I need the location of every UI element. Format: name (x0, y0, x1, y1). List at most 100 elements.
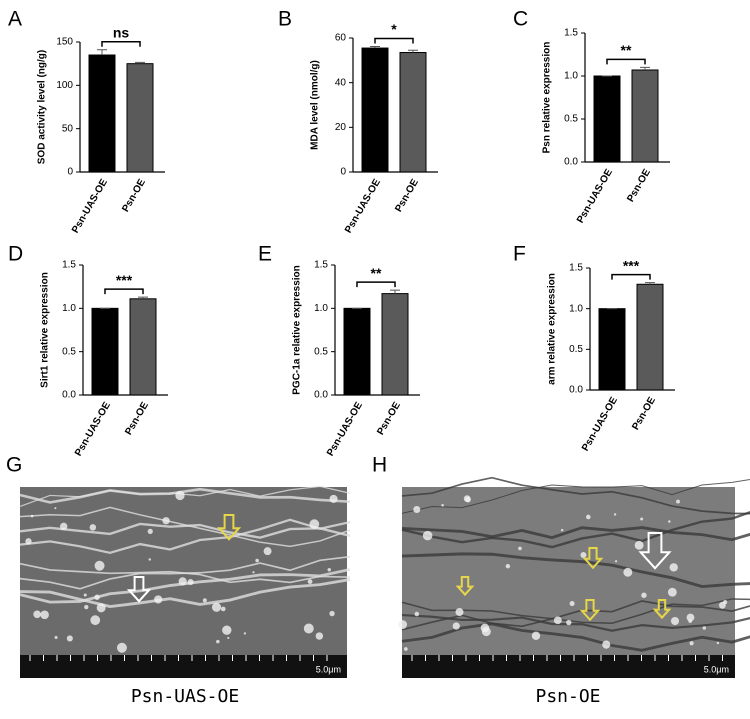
bar (381, 293, 409, 396)
vesicle (40, 610, 49, 620)
bar (91, 307, 119, 396)
y-tick-label: 0.0 (564, 157, 578, 168)
y-tick-label: 0 (340, 167, 346, 178)
panel-letter: G (6, 454, 22, 477)
panel-letter: B (278, 8, 292, 31)
y-axis-label: SOD activity level (ng/g) (37, 50, 48, 164)
vesicle (307, 579, 313, 585)
vesicle (404, 647, 408, 651)
y-tick-label: 1.0 (62, 303, 76, 314)
vesicle (211, 602, 222, 612)
significance-bracket (611, 273, 651, 280)
vesicle (623, 567, 633, 577)
arrow (582, 547, 604, 570)
vesicle (634, 540, 644, 550)
vesicle (315, 632, 324, 640)
x-tick-label: Psn-UAS-OE (580, 395, 620, 453)
error-bar (390, 289, 400, 294)
significance-label: * (391, 21, 397, 37)
vesicle (89, 524, 97, 531)
vesicle (531, 631, 541, 640)
vesicle (329, 494, 338, 503)
significance-label: ** (371, 265, 382, 281)
vesicle (667, 587, 677, 597)
arrow (638, 532, 672, 570)
vesicle (422, 530, 433, 541)
vesicle (613, 513, 617, 516)
error-bar (408, 49, 418, 53)
vesicle (688, 619, 693, 623)
vesicle (309, 519, 320, 530)
x-tick-label: Psn-UAS-OE (575, 167, 615, 225)
bar (361, 47, 389, 173)
y-tick-label: 0 (67, 167, 73, 178)
vesicle (670, 616, 680, 626)
vesicle (94, 560, 105, 571)
membrane (19, 578, 351, 608)
vesicle (452, 622, 460, 630)
bar (126, 63, 154, 173)
y-tick-label: 150 (56, 37, 73, 48)
significance-bracket (606, 58, 646, 65)
vesicle (54, 507, 57, 510)
vesicle (243, 632, 247, 635)
vesicle (66, 635, 73, 642)
x-tick-label: Psn-OE (123, 400, 151, 437)
vesicle (569, 601, 575, 607)
vesicle (94, 594, 100, 600)
y-tick-label: 100 (56, 80, 73, 91)
membrane (401, 622, 750, 652)
error-bar (645, 282, 655, 285)
panel-letter: A (8, 8, 22, 31)
vesicle (580, 551, 587, 558)
x-tick-label: Psn-OE (630, 395, 658, 432)
arrow (126, 576, 152, 603)
x-tick-label: Psn-OE (625, 167, 653, 204)
vesicle (60, 522, 68, 531)
y-tick-label: 50 (62, 123, 74, 134)
arrow (455, 576, 475, 597)
error-bar (370, 45, 380, 49)
panel-letter: F (513, 243, 526, 266)
arrow (579, 599, 601, 622)
vesicle (722, 600, 728, 605)
y-tick-label: 1.5 (564, 28, 578, 39)
error-bar (97, 49, 107, 55)
bar (631, 69, 659, 163)
micrograph-bg (402, 487, 735, 678)
y-axis-label: Sirt1 relative expression (40, 272, 51, 388)
bar (88, 54, 116, 173)
bar (343, 307, 371, 396)
vesicle (689, 641, 694, 646)
y-tick-label: 20 (335, 122, 347, 133)
error-bar (640, 66, 650, 70)
error-bar (135, 61, 145, 64)
vesicle (441, 503, 444, 507)
arrow (652, 599, 672, 620)
vesicle (560, 528, 564, 532)
y-axis-label: MDA level (nmol/g) (310, 60, 321, 150)
error-bar (138, 296, 148, 299)
vesicle (669, 563, 678, 572)
arrow (216, 514, 242, 541)
y-tick-label: 0.5 (62, 346, 76, 357)
vesicle (33, 610, 41, 619)
vesicle (327, 567, 332, 572)
micrograph: 5.0μm (19, 485, 351, 678)
vesicle (187, 579, 194, 586)
significance-bracket (374, 37, 414, 44)
y-tick-label: 0.5 (314, 346, 328, 357)
panel-letter: D (8, 243, 23, 266)
y-tick-label: 0.0 (314, 390, 328, 401)
y-tick-label: 1.5 (569, 263, 583, 274)
y-tick-label: 1.5 (62, 260, 76, 271)
x-tick-label: Psn-OE (375, 400, 403, 437)
vesicle (148, 558, 152, 561)
panel-letter: E (258, 243, 272, 266)
vesicle (202, 598, 207, 603)
vesicle (222, 625, 232, 635)
vesicle (216, 639, 220, 644)
vesicle (398, 620, 408, 630)
significance-bracket (104, 288, 144, 295)
vesicle (553, 616, 562, 625)
